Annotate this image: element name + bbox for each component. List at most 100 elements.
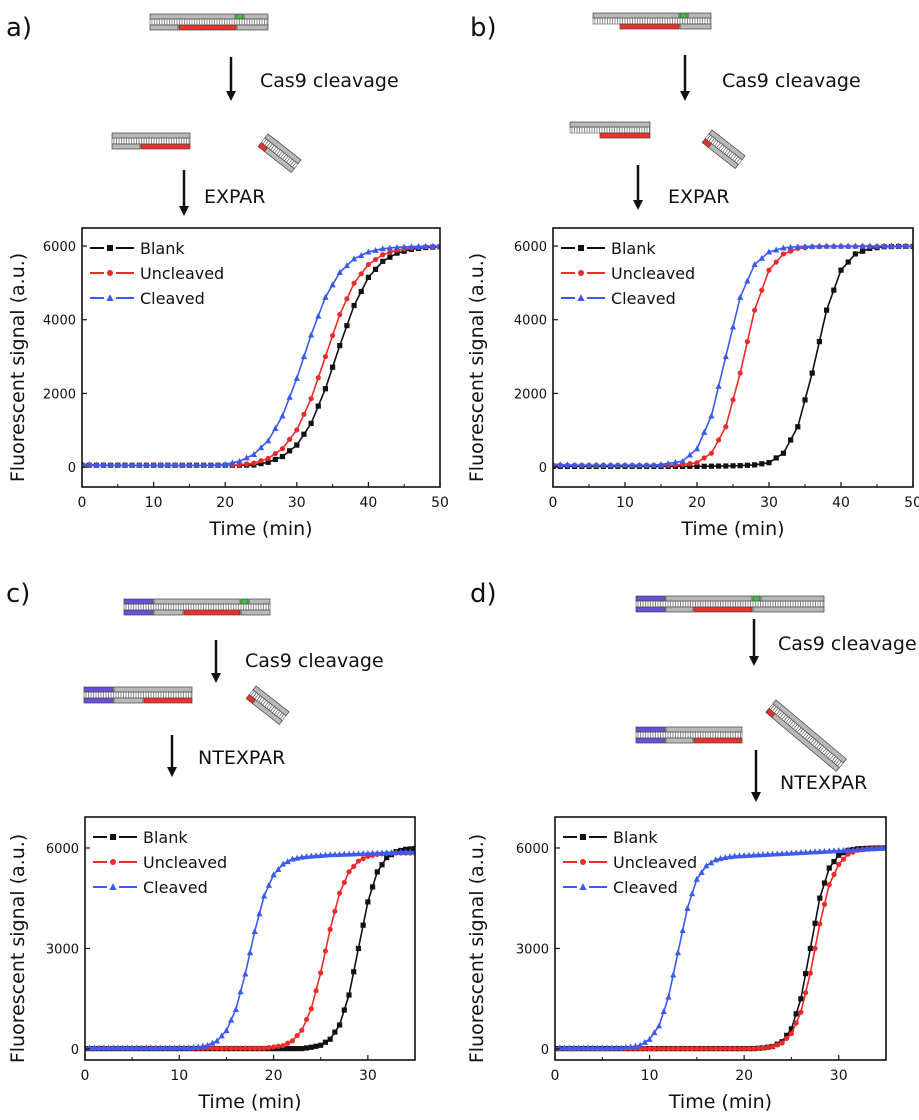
dna-duplex-icon bbox=[635, 595, 825, 613]
series-uncleaved bbox=[555, 845, 886, 1052]
data-point bbox=[313, 988, 319, 994]
data-point bbox=[585, 461, 593, 468]
data-point bbox=[261, 1045, 267, 1051]
data-point bbox=[256, 910, 263, 917]
data-point bbox=[603, 1044, 611, 1051]
series-line bbox=[553, 245, 913, 468]
data-point bbox=[823, 242, 830, 249]
data-point bbox=[185, 1044, 192, 1051]
data-point bbox=[708, 412, 715, 419]
data-point bbox=[331, 851, 338, 858]
data-point bbox=[599, 1044, 606, 1051]
data-point bbox=[895, 242, 902, 249]
data-point bbox=[716, 463, 722, 469]
data-point bbox=[689, 890, 696, 897]
dna-duplex-icon bbox=[569, 121, 651, 139]
data-point bbox=[157, 1044, 164, 1051]
data-point bbox=[360, 922, 366, 928]
data-point bbox=[401, 243, 408, 250]
data-point bbox=[632, 1042, 639, 1049]
data-point bbox=[812, 920, 818, 926]
data-point bbox=[755, 851, 762, 858]
data-point bbox=[736, 852, 743, 859]
data-point bbox=[646, 1035, 653, 1042]
panel-label-a: a) bbox=[6, 13, 32, 43]
data-point bbox=[845, 242, 852, 249]
data-point bbox=[780, 251, 786, 257]
x-tick-label: 20 bbox=[216, 495, 234, 511]
data-point bbox=[265, 459, 271, 465]
data-point bbox=[303, 853, 310, 860]
data-point bbox=[830, 242, 837, 249]
data-point bbox=[793, 1020, 799, 1026]
data-point bbox=[369, 849, 376, 856]
data-point bbox=[769, 1044, 776, 1050]
data-point bbox=[816, 242, 823, 249]
data-point bbox=[350, 255, 358, 262]
data-point bbox=[809, 370, 815, 376]
data-point bbox=[346, 869, 352, 875]
data-point bbox=[618, 1044, 625, 1051]
data-point bbox=[289, 855, 296, 862]
data-point bbox=[622, 1044, 630, 1051]
data-point bbox=[209, 1045, 215, 1051]
data-point bbox=[204, 1041, 211, 1048]
data-point bbox=[621, 461, 629, 468]
data-point bbox=[665, 1046, 672, 1052]
data-point bbox=[859, 242, 866, 249]
data-point bbox=[824, 307, 830, 313]
data-point bbox=[270, 1044, 277, 1050]
data-point bbox=[636, 1041, 644, 1048]
data-point bbox=[345, 850, 353, 857]
data-point bbox=[336, 268, 343, 275]
data-point bbox=[780, 450, 786, 456]
x-tick-label: 10 bbox=[145, 495, 163, 511]
chart-c: 0 10 20 30 0 3000 6000 Time (min) Fluorescent si… bbox=[7, 816, 416, 1113]
data-point bbox=[257, 444, 265, 451]
data-point bbox=[902, 242, 909, 249]
y-tick-label: 6000 bbox=[46, 842, 79, 857]
data-point bbox=[866, 242, 873, 249]
data-point bbox=[674, 949, 682, 956]
data-point bbox=[380, 258, 386, 264]
series-line bbox=[553, 245, 913, 467]
data-point bbox=[778, 850, 786, 857]
data-point bbox=[821, 880, 828, 886]
data-point bbox=[835, 847, 842, 854]
data-point bbox=[355, 850, 362, 857]
data-point bbox=[365, 274, 371, 280]
data-point bbox=[129, 461, 136, 468]
data-point bbox=[171, 1044, 178, 1051]
data-point bbox=[322, 386, 329, 392]
data-point bbox=[788, 1026, 795, 1032]
data-point bbox=[286, 393, 293, 400]
data-point bbox=[627, 1043, 634, 1050]
data-point bbox=[365, 261, 371, 268]
legend-marker bbox=[577, 294, 585, 301]
data-point bbox=[258, 460, 264, 467]
data-point bbox=[731, 852, 738, 859]
data-point bbox=[798, 1009, 804, 1015]
arrow-head-icon bbox=[179, 206, 189, 216]
legend: Blank Uncleaved Cleaved bbox=[563, 828, 697, 897]
panel-label-c: c) bbox=[6, 579, 30, 609]
x-tick-label: 10 bbox=[170, 1068, 188, 1084]
data-point bbox=[294, 1046, 300, 1052]
data-point bbox=[251, 460, 257, 466]
series-blank bbox=[555, 845, 886, 1052]
data-point bbox=[684, 904, 691, 911]
data-point bbox=[701, 455, 707, 461]
data-point bbox=[817, 895, 823, 901]
data-point bbox=[849, 846, 857, 853]
data-point bbox=[746, 1046, 752, 1052]
data-point bbox=[91, 1044, 98, 1051]
arrow-head-icon bbox=[633, 200, 643, 210]
data-point bbox=[570, 1044, 578, 1051]
data-point bbox=[759, 461, 765, 467]
data-point bbox=[360, 850, 367, 857]
data-point bbox=[209, 1039, 216, 1046]
data-point bbox=[708, 450, 714, 456]
data-point bbox=[723, 424, 729, 430]
data-point bbox=[299, 1027, 305, 1033]
data-point bbox=[784, 1035, 790, 1041]
